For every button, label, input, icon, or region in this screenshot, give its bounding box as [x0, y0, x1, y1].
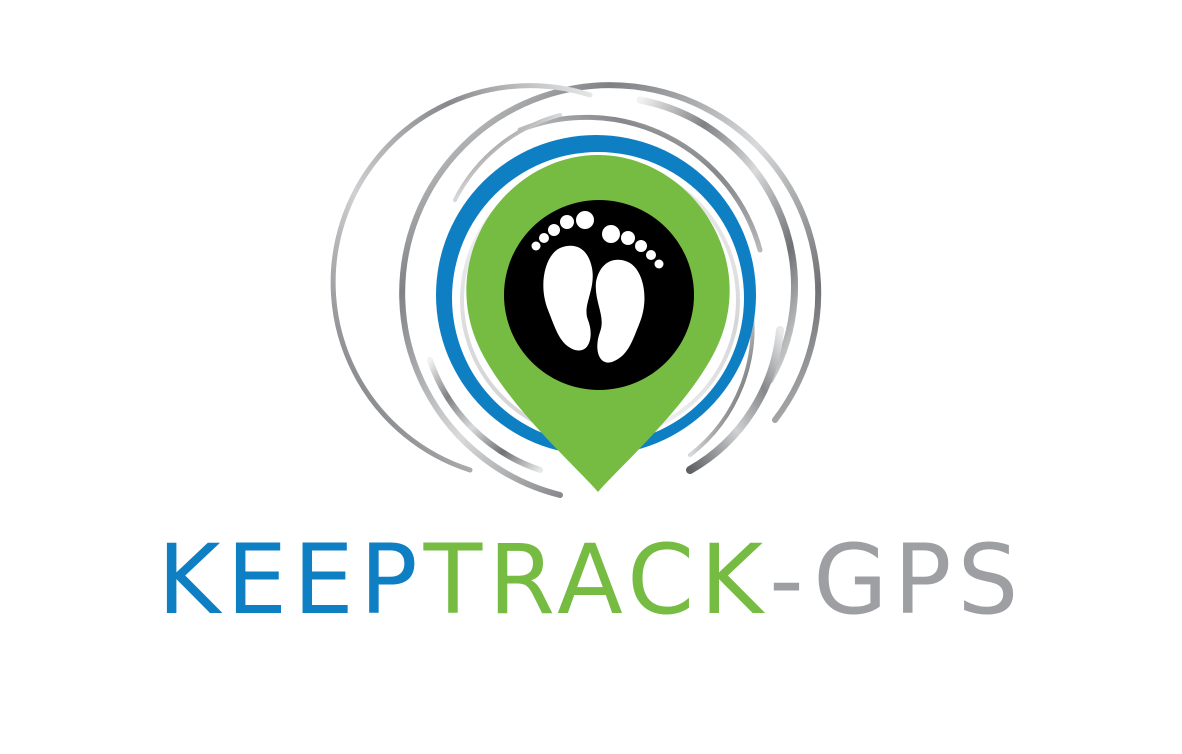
wordmark-gps: -GPS — [769, 524, 1025, 636]
brand-wordmark: KEEP TRACK -GPS — [0, 520, 1182, 640]
footprints-icon — [531, 211, 664, 363]
silver-rings — [330, 82, 822, 498]
wordmark-track: TRACK — [423, 524, 770, 636]
wordmark-keep: KEEP — [157, 524, 424, 636]
